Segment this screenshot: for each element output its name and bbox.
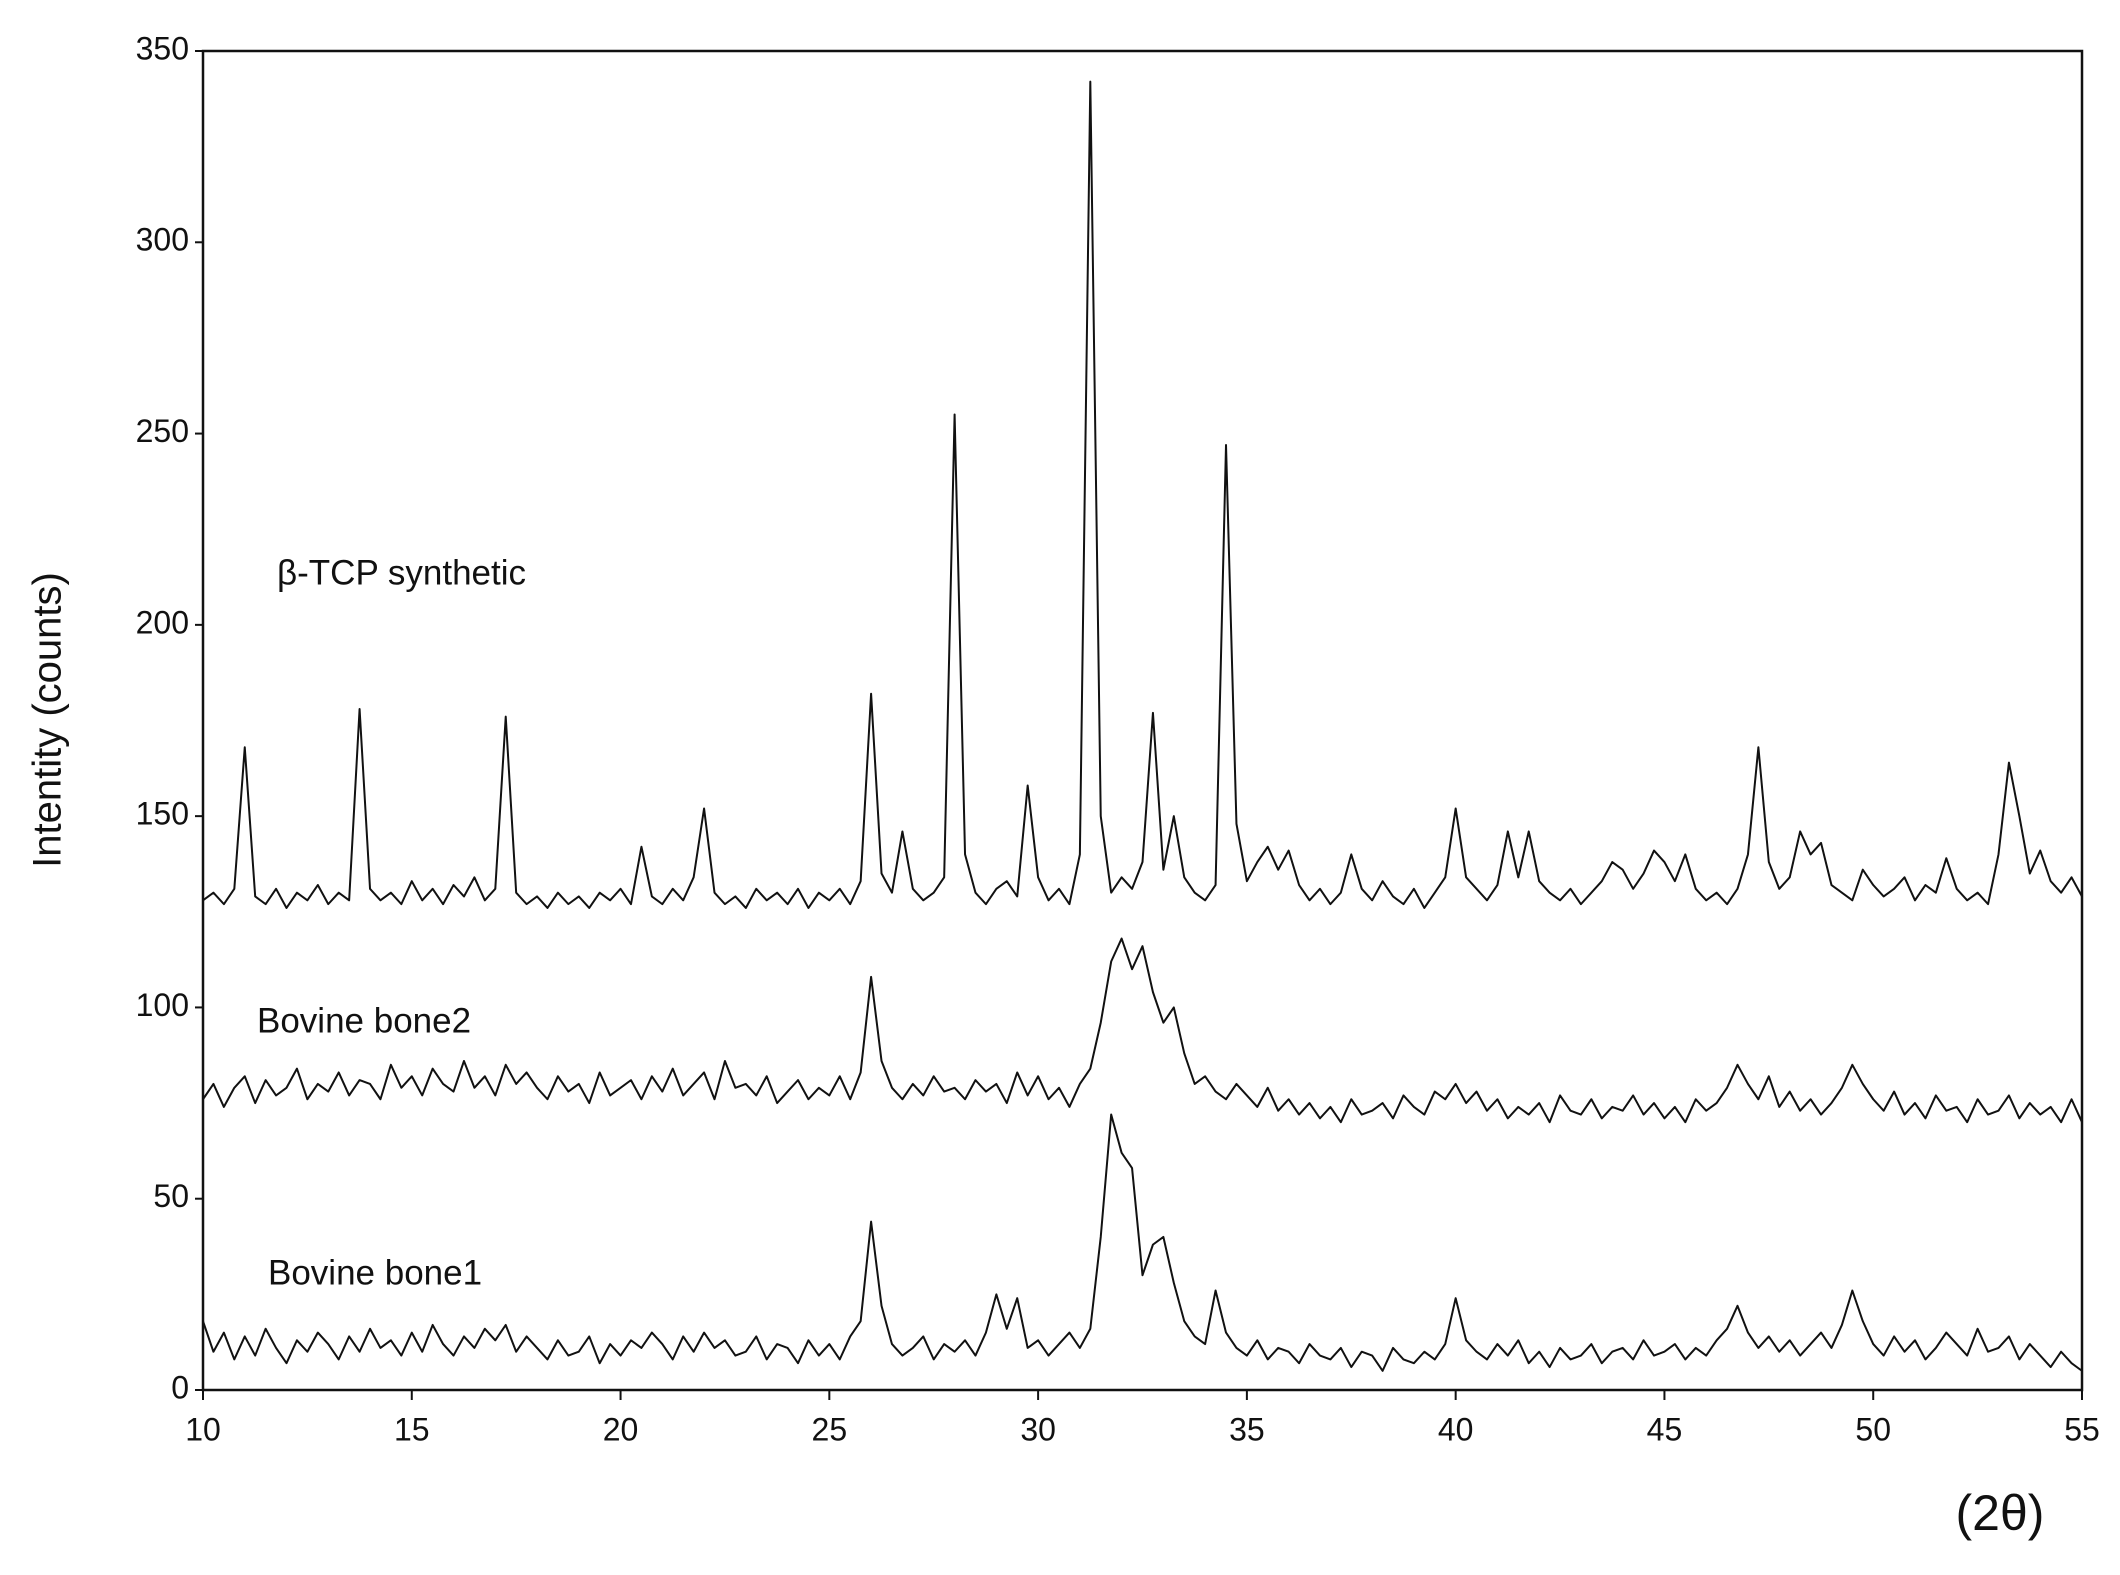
y-tick-label: 150 — [136, 796, 189, 832]
x-tick-label: 15 — [394, 1411, 430, 1447]
plot-frame — [201, 49, 2084, 1392]
y-axis-label: Intentity (counts) — [26, 572, 70, 868]
y-tick-label: 200 — [136, 604, 189, 640]
y-tick-label: 50 — [153, 1178, 189, 1214]
x-tick-label: 20 — [603, 1411, 639, 1447]
x-tick-label: 40 — [1438, 1411, 1474, 1447]
x-tick-label: 55 — [2064, 1411, 2100, 1447]
y-tick-label: 300 — [136, 222, 189, 258]
series-label: Bovine bone1 — [268, 1253, 482, 1292]
x-tick-label: 45 — [1647, 1411, 1683, 1447]
x-tick-label: 50 — [1855, 1411, 1891, 1447]
y-tick-label: 0 — [171, 1369, 189, 1405]
x-axis-label: (2θ) — [1956, 1485, 2045, 1541]
series-line — [202, 937, 2083, 1124]
series-label: β-TCP synthetic — [277, 553, 526, 592]
y-tick-label: 250 — [136, 413, 189, 449]
y-tick-label: 100 — [136, 987, 189, 1023]
series-line — [202, 1113, 2083, 1372]
series-label: Bovine bone2 — [257, 1001, 471, 1040]
series-line — [202, 80, 2083, 909]
x-tick-label: 35 — [1229, 1411, 1265, 1447]
y-tick-label: 350 — [136, 30, 189, 66]
x-tick-label: 30 — [1020, 1411, 1056, 1447]
x-tick-label: 10 — [185, 1411, 221, 1447]
x-tick-label: 25 — [812, 1411, 848, 1447]
